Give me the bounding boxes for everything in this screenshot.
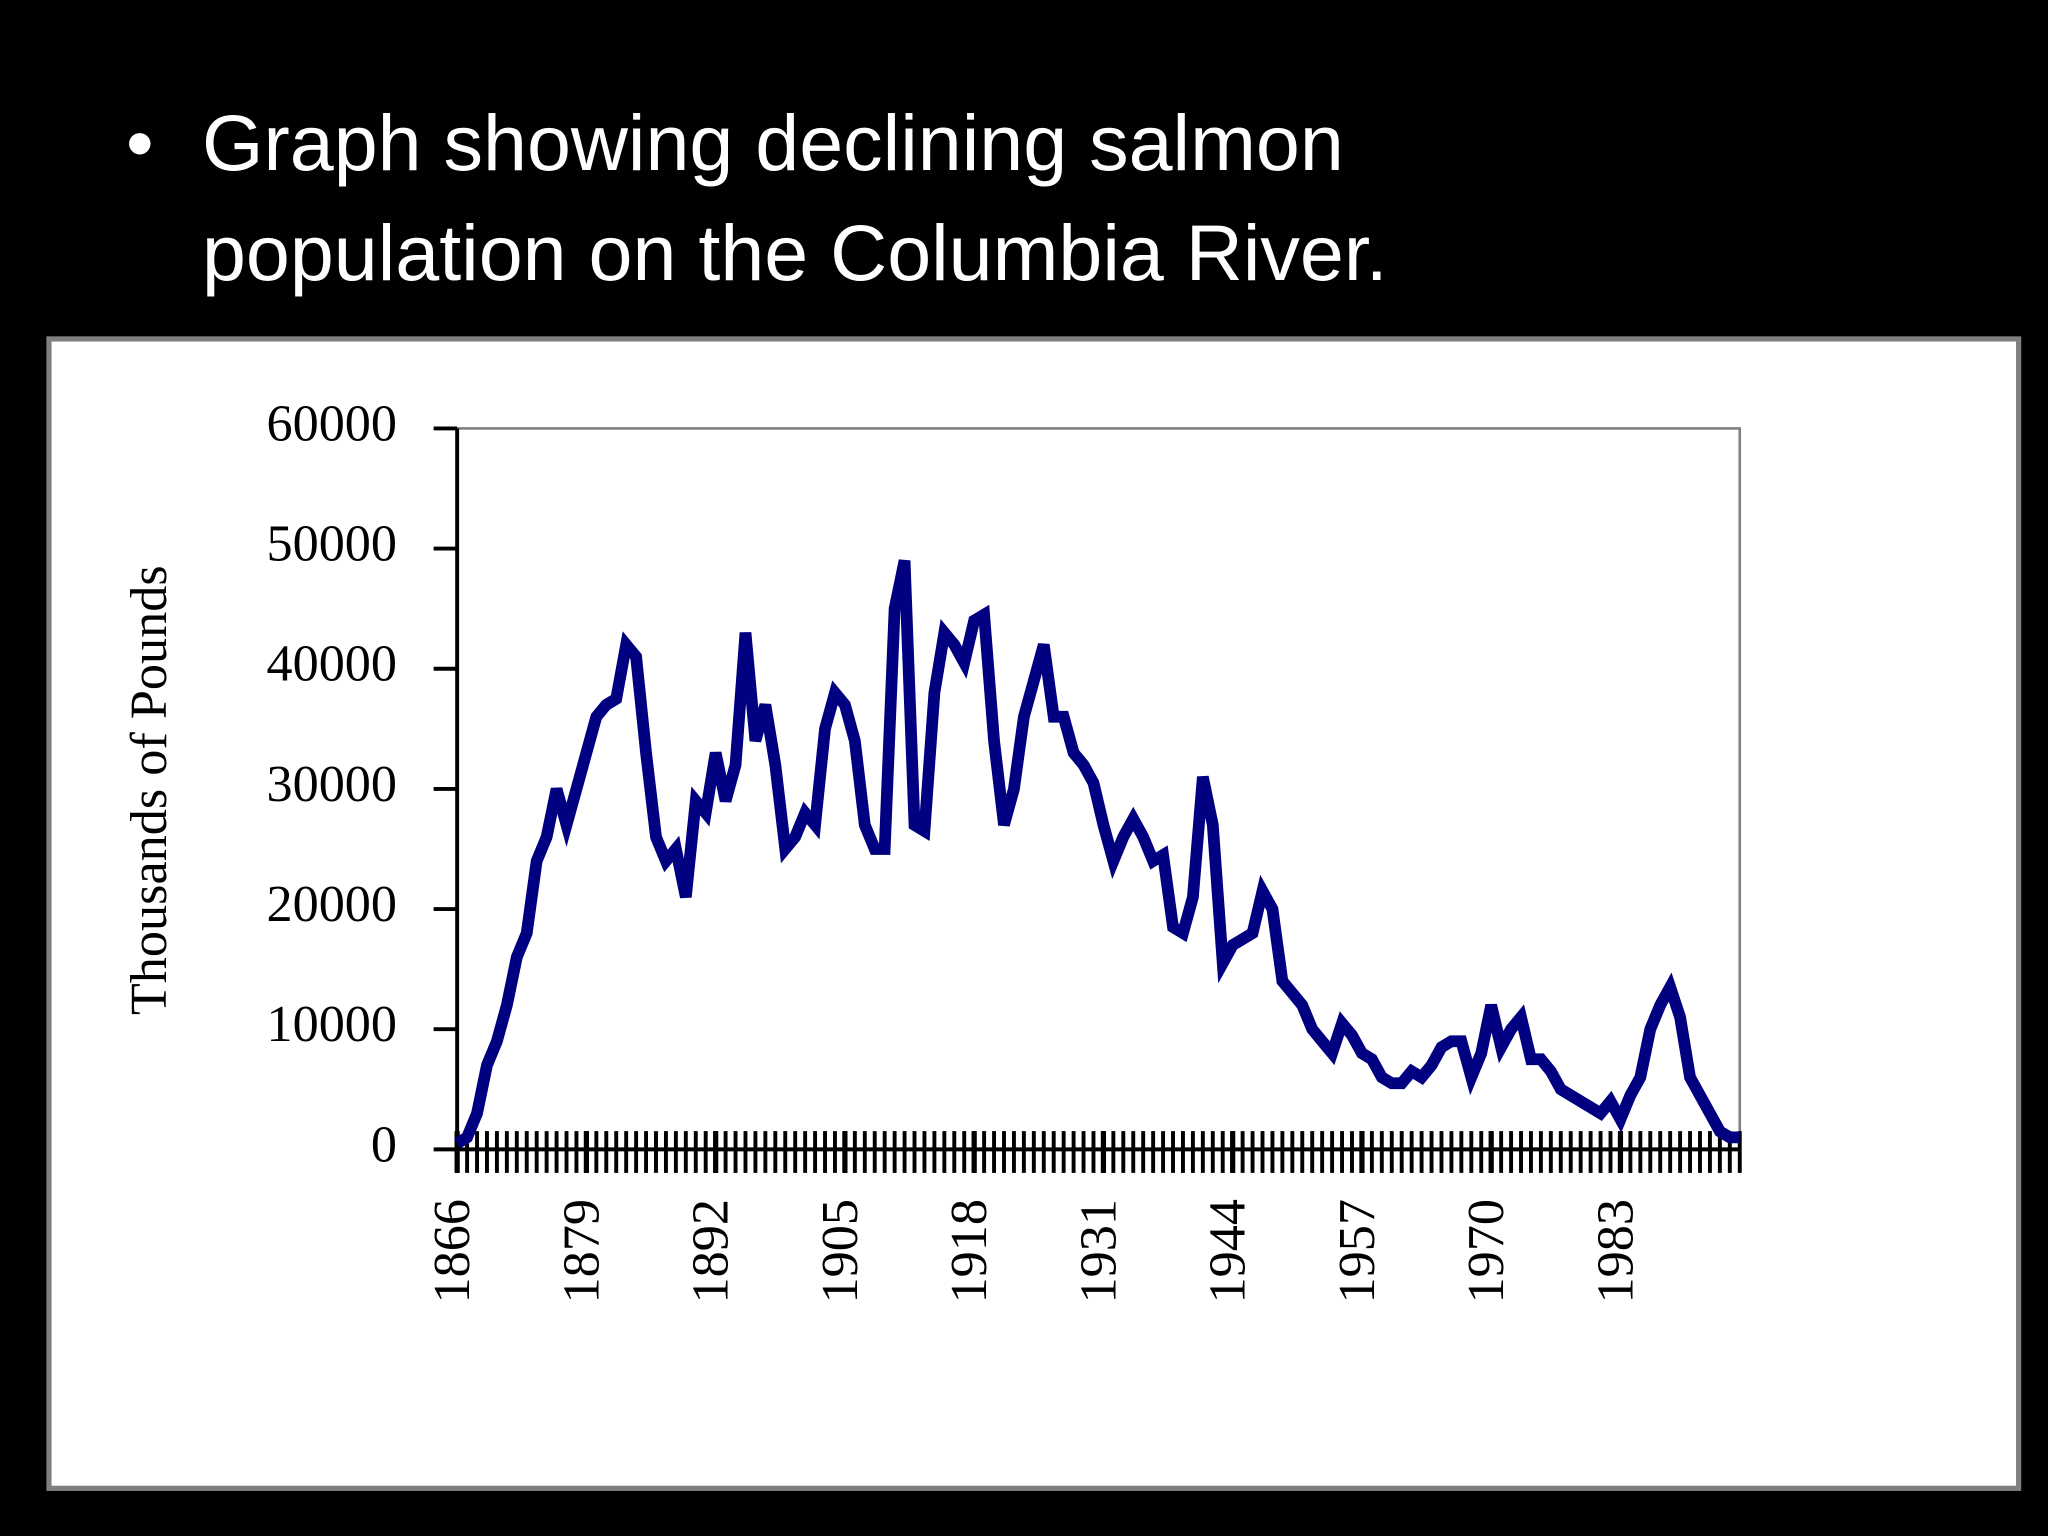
y-tick-label: 10000 [266, 995, 397, 1053]
x-tick-label: 1944 [1199, 1199, 1257, 1303]
chart-panel [46, 336, 2022, 1491]
x-tick-label: 1918 [940, 1199, 998, 1303]
x-tick-label: 1970 [1457, 1199, 1515, 1303]
data-line [454, 559, 1740, 1149]
bullet-title: Graph showing declining salmon populatio… [126, 88, 1702, 308]
x-tick-label: 1931 [1069, 1199, 1127, 1303]
y-tick-label: 0 [371, 1115, 397, 1173]
x-tick-label: 1905 [811, 1199, 869, 1303]
y-tick-label: 40000 [266, 635, 397, 693]
x-tick-label: 1983 [1586, 1199, 1644, 1303]
y-tick-label: 60000 [266, 394, 397, 452]
y-tick-label: 20000 [266, 875, 397, 933]
x-tick-label: 1957 [1328, 1199, 1386, 1303]
y-tick-label: 30000 [266, 755, 397, 813]
plot-frame [457, 427, 1742, 1150]
x-tick-label: 1879 [552, 1199, 610, 1303]
y-axis-label: Thousands of Pounds [120, 565, 178, 1015]
x-tick-label: 1866 [423, 1199, 481, 1303]
bullet-list: Graph showing declining salmon populatio… [126, 88, 1702, 308]
y-tick-label: 50000 [266, 515, 397, 573]
x-tick-label: 1892 [682, 1199, 740, 1303]
